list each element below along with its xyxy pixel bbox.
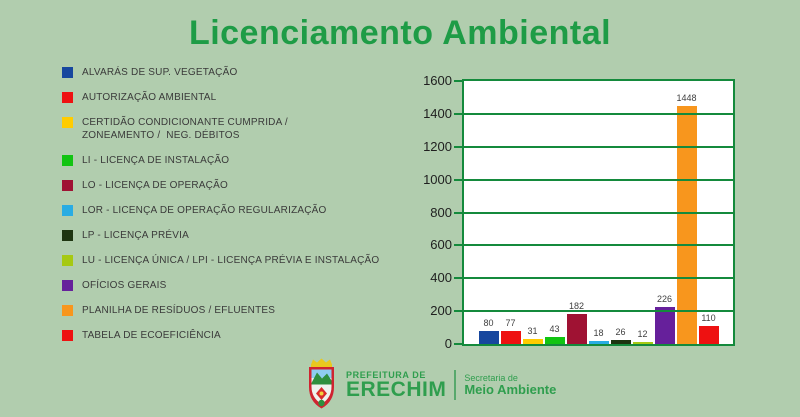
bar-rect xyxy=(632,342,653,344)
bar-group: 80 77 31 43 182 18 26 12 226 1448 110 xyxy=(464,93,733,344)
legend-item-label: LOR - LICENÇA DE OPERAÇÃO REGULARIZAÇÃO xyxy=(82,205,327,216)
bar-8: 12 xyxy=(632,329,653,344)
legend-item: OFÍCIOS GERAIS xyxy=(62,279,442,292)
y-axis-tick xyxy=(454,310,462,313)
legend-item: PLANILHA DE RESÍDUOS / EFLUENTES xyxy=(62,304,442,317)
legend-swatch xyxy=(62,92,73,103)
gridline xyxy=(464,310,733,313)
gridline xyxy=(464,112,733,115)
legend-item-label: LO - LICENÇA DE OPERAÇÃO xyxy=(82,180,228,191)
legend-swatch xyxy=(62,67,73,78)
legend-item: LU - LICENÇA ÚNICA / LPI - LICENÇA PRÉVI… xyxy=(62,254,442,267)
legend-swatch xyxy=(62,280,73,291)
gridline xyxy=(464,277,733,280)
gridline xyxy=(464,244,733,247)
plot-area: 80 77 31 43 182 18 26 12 226 1448 110 xyxy=(462,79,735,346)
y-axis-tick xyxy=(454,244,462,247)
bar-rect xyxy=(544,337,565,344)
legend-swatch xyxy=(62,230,73,241)
bar-1: 80 xyxy=(478,318,499,344)
bar-5: 182 xyxy=(566,301,587,344)
y-axis-tick xyxy=(454,145,462,148)
bar-rect xyxy=(478,331,499,344)
legend-item-label: LP - LICENÇA PRÉVIA xyxy=(82,230,189,241)
legend-swatch xyxy=(62,255,73,266)
bar-rect xyxy=(522,339,543,344)
legend-item: AUTORIZAÇÃO AMBIENTAL xyxy=(62,91,442,104)
bar-7: 26 xyxy=(610,327,631,344)
legend-item: LP - LICENÇA PRÉVIA xyxy=(62,229,442,242)
legend-item: TABELA DE ECOEFICIÊNCIA xyxy=(62,329,442,342)
legend-item: LO - LICENÇA DE OPERAÇÃO xyxy=(62,179,442,192)
bar-value-label: 77 xyxy=(505,318,516,328)
footer-dept: Secretaria de Meio Ambiente xyxy=(464,373,556,397)
gridline xyxy=(464,145,733,148)
y-axis-tick xyxy=(454,178,462,181)
bar-value-label: 18 xyxy=(593,328,604,338)
y-axis-tick xyxy=(454,343,462,345)
legend-item-label: PLANILHA DE RESÍDUOS / EFLUENTES xyxy=(82,305,276,316)
bar-rect xyxy=(566,314,587,344)
footer: PREFEITURA DE ERECHIM Secretaria de Meio… xyxy=(305,358,556,412)
dept-prefix: Secretaria de xyxy=(464,373,518,383)
bar-value-label: 26 xyxy=(615,327,626,337)
bar-value-label: 226 xyxy=(656,294,673,304)
legend-swatch xyxy=(62,180,73,191)
legend-swatch xyxy=(62,205,73,216)
bar-3: 31 xyxy=(522,326,543,344)
bar-rect xyxy=(588,341,609,344)
legend-item: ALVARÁS DE SUP. VEGETAÇÃO xyxy=(62,66,442,79)
legend-item: LI - LICENÇA DE INSTALAÇÃO xyxy=(62,154,442,167)
bar-2: 77 xyxy=(500,318,521,344)
legend-swatch xyxy=(62,330,73,341)
bar-10: 1448 xyxy=(676,93,697,344)
erechim-crest-logo xyxy=(309,358,334,409)
legend-swatch xyxy=(62,117,73,128)
legend-item-label: TABELA DE ECOEFICIÊNCIA xyxy=(82,330,221,341)
bar-value-label: 31 xyxy=(527,326,538,336)
page-title: Licenciamento Ambiental xyxy=(188,14,612,52)
bar-4: 43 xyxy=(544,324,565,344)
legend: ALVARÁS DE SUP. VEGETAÇÃO AUTORIZAÇÃO AMB… xyxy=(62,66,442,354)
bar-value-label: 43 xyxy=(549,324,560,334)
bar-value-label: 1448 xyxy=(676,93,697,103)
bar-rect xyxy=(676,106,697,344)
bar-rect xyxy=(610,340,631,344)
bar-rect xyxy=(654,307,675,344)
legend-item: LOR - LICENÇA DE OPERAÇÃO REGULARIZAÇÃO xyxy=(62,204,442,217)
legend-item-label: LI - LICENÇA DE INSTALAÇÃO xyxy=(82,155,230,166)
footer-divider xyxy=(454,370,457,400)
legend-item-label: LU - LICENÇA ÚNICA / LPI - LICENÇA PRÉVI… xyxy=(82,255,380,266)
legend-item-label: AUTORIZAÇÃO AMBIENTAL xyxy=(82,92,217,103)
bar-rect xyxy=(500,331,521,344)
footer-org: PREFEITURA DE ERECHIM xyxy=(346,370,446,400)
y-axis-tick xyxy=(454,112,462,115)
bar-9: 226 xyxy=(654,294,675,344)
legend-item-label: OFÍCIOS GERAIS xyxy=(82,280,167,291)
bar-rect xyxy=(698,326,719,344)
org-name: ERECHIM xyxy=(346,378,447,401)
gridline xyxy=(464,178,733,181)
legend-item: CERTIDÃO CONDICIONANTE CUMPRIDA / ZONEAM… xyxy=(62,116,442,142)
y-axis-tick xyxy=(454,277,462,280)
legend-item-label: CERTIDÃO CONDICIONANTE CUMPRIDA / ZONEAM… xyxy=(82,117,288,141)
bar-value-label: 12 xyxy=(637,329,648,339)
bar-11: 110 xyxy=(698,313,719,344)
legend-swatch xyxy=(62,155,73,166)
y-axis-tick xyxy=(454,211,462,214)
bar-value-label: 110 xyxy=(701,313,716,323)
bar-6: 18 xyxy=(588,328,609,344)
legend-item-label: ALVARÁS DE SUP. VEGETAÇÃO xyxy=(82,67,238,78)
gridline xyxy=(464,211,733,214)
org-prefix: PREFEITURA DE xyxy=(346,370,426,380)
bar-value-label: 182 xyxy=(568,301,585,311)
dept-name: Meio Ambiente xyxy=(464,382,557,397)
y-axis-tick xyxy=(454,80,462,82)
legend-swatch xyxy=(62,305,73,316)
bar-value-label: 80 xyxy=(483,318,494,328)
